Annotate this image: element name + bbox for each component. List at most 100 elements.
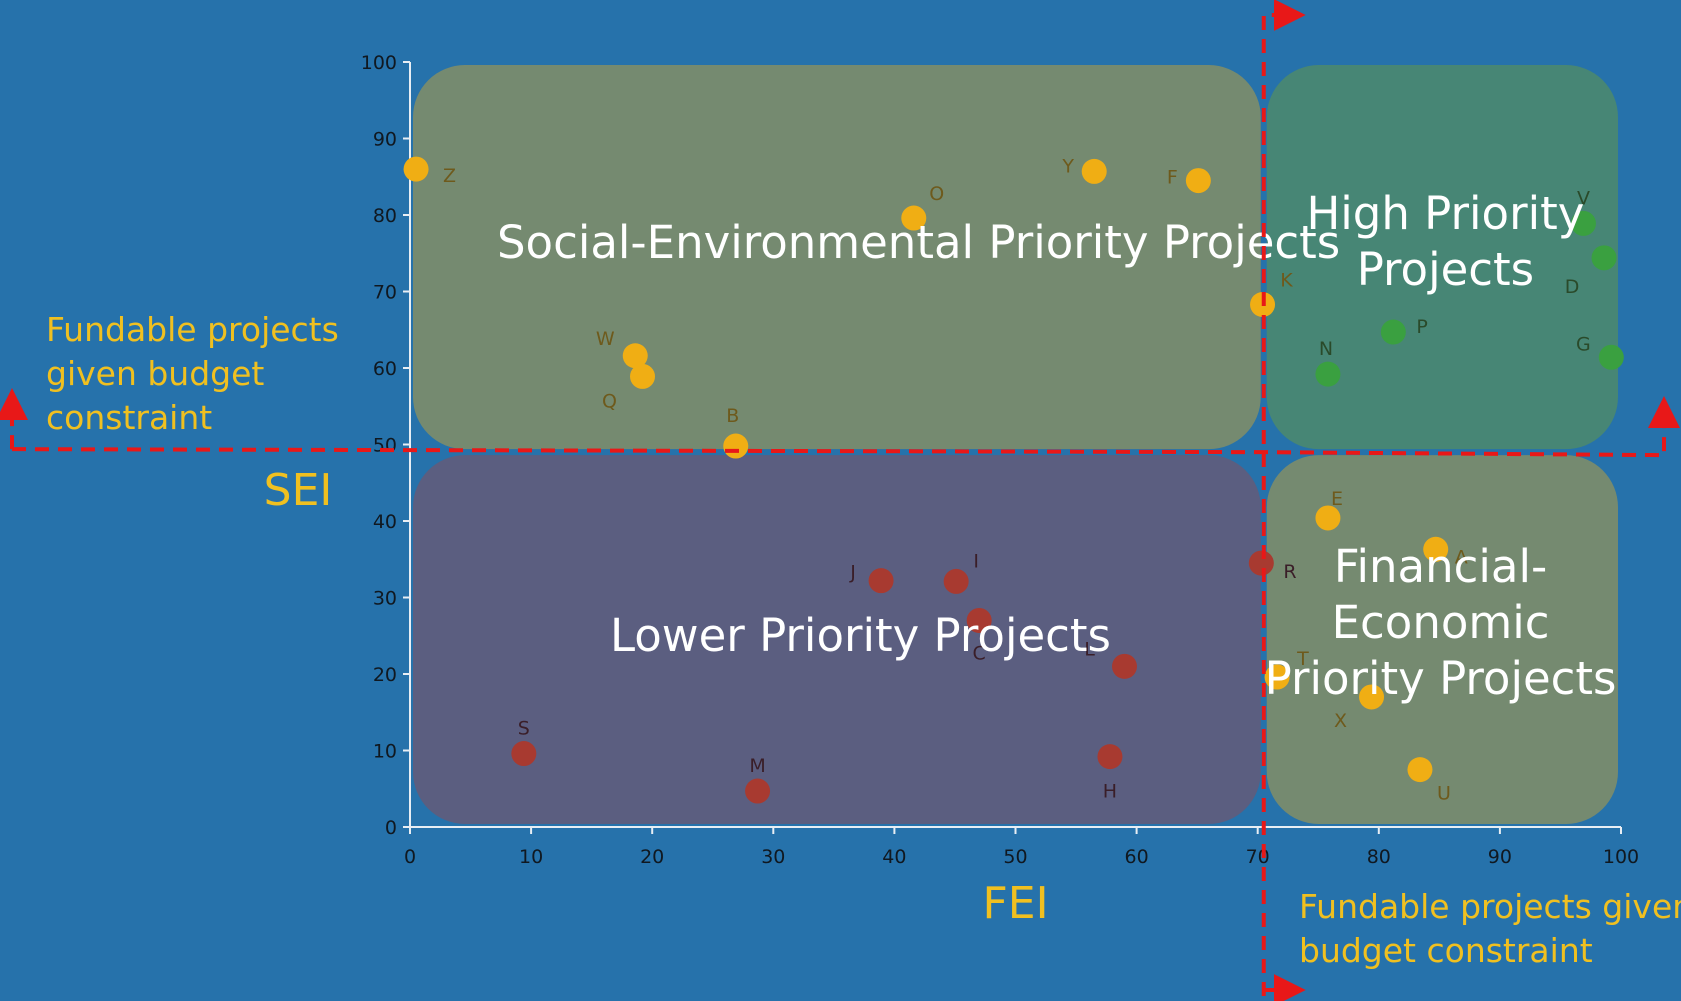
- y-tick-label-50: 50: [373, 435, 397, 457]
- y-tick-label-0: 0: [385, 817, 397, 839]
- y-tick-label-70: 70: [373, 282, 397, 304]
- data-label-v: V: [1577, 187, 1590, 209]
- y-tick-label-20: 20: [373, 664, 397, 686]
- region-financial-economic-priority-projects: [1266, 455, 1618, 824]
- data-point-n: [1315, 361, 1341, 387]
- data-point-c: [966, 607, 992, 633]
- y-tick-label-60: 60: [373, 358, 397, 380]
- data-label-i: I: [973, 550, 979, 572]
- axes: 0 10 20 30 40 50 60 70 80 90 100 0 10 20 30 40 50 60 70 80 9…: [361, 52, 1639, 868]
- data-label-n: N: [1319, 338, 1333, 360]
- data-point-w: [622, 343, 648, 369]
- data-label-m: M: [749, 755, 765, 777]
- x-tick-label-70: 70: [1246, 846, 1270, 868]
- data-point-o: [901, 205, 927, 231]
- x-tick-label-0: 0: [404, 846, 416, 868]
- data-label-s: S: [518, 718, 530, 740]
- fundable-left-line-3: constraint: [46, 398, 212, 437]
- priority-regions: [413, 65, 1618, 824]
- fundable-bottom-line-1: Fundable projects given: [1299, 887, 1681, 926]
- data-label-l: L: [1084, 638, 1095, 660]
- y-tick-label-30: 30: [373, 588, 397, 610]
- data-point-m: [745, 778, 771, 804]
- x-tick-label-20: 20: [640, 846, 664, 868]
- data-points: Z O Y F K W Q B E A T X U V D P N G J I C L R S M H: [403, 155, 1624, 805]
- x-axis-title: FEI: [982, 878, 1048, 929]
- region-label-line: Social-Environmental Priority Projects: [497, 216, 1340, 269]
- data-label-p: P: [1416, 316, 1427, 338]
- data-point-s: [511, 741, 537, 767]
- region-label-line: Lower Priority Projects: [610, 609, 1111, 662]
- data-point-j: [868, 568, 894, 594]
- data-label-h: H: [1103, 781, 1117, 803]
- region-label-social-environmental-priority-projects: Social-Environmental Priority Projects: [497, 216, 1340, 269]
- data-point-r: [1248, 550, 1274, 576]
- data-point-a: [1423, 536, 1449, 562]
- region-labels: Social-Environmental Priority ProjectsHi…: [497, 187, 1617, 705]
- fei-threshold-line-up: [1261, 0, 1306, 996]
- region-label-high-priority-projects: High Priority Projects: [1306, 187, 1584, 296]
- data-point-d: [1591, 245, 1617, 271]
- region-lower-priority-projects: [413, 455, 1261, 824]
- data-label-x: X: [1334, 710, 1347, 732]
- data-point-f: [1185, 168, 1211, 194]
- x-tick-label-100: 100: [1603, 846, 1639, 868]
- x-tick-label-30: 30: [761, 846, 785, 868]
- x-tick-label-80: 80: [1367, 846, 1391, 868]
- data-label-b: B: [726, 405, 739, 427]
- y-axis-title: SEI: [264, 465, 333, 516]
- data-point-g: [1598, 344, 1624, 370]
- data-label-j: J: [849, 562, 856, 584]
- data-point-p: [1380, 319, 1406, 345]
- data-label-o: O: [929, 183, 944, 205]
- data-label-u: U: [1437, 783, 1451, 805]
- data-point-h: [1097, 744, 1123, 770]
- y-tick-label-100: 100: [361, 52, 397, 74]
- data-label-q: Q: [602, 390, 617, 412]
- data-point-z: [403, 156, 429, 182]
- data-point-t: [1264, 664, 1290, 690]
- data-label-k: K: [1280, 270, 1293, 292]
- x-tick-label-60: 60: [1125, 846, 1149, 868]
- data-label-y: Y: [1061, 155, 1074, 177]
- y-tick-label-40: 40: [373, 511, 397, 533]
- data-point-v: [1570, 210, 1596, 236]
- region-label-line: High Priority: [1306, 187, 1584, 240]
- x-tick-label-40: 40: [882, 846, 906, 868]
- x-tick-label-90: 90: [1488, 846, 1512, 868]
- region-label-financial-economic-priority-projects: Financial-Economic Priority Projects: [1265, 540, 1617, 705]
- region-high-priority-projects: [1266, 65, 1618, 450]
- region-label-line: Projects: [1357, 243, 1534, 296]
- fundable-left-line-2: given budget: [46, 354, 264, 393]
- x-tick-label-50: 50: [1003, 846, 1027, 868]
- region-label-line: Economic: [1332, 596, 1550, 649]
- fundable-annotation-left: Fundable projects given budget constrain…: [46, 310, 349, 437]
- data-point-e: [1315, 505, 1341, 531]
- data-label-z: Z: [443, 165, 456, 187]
- data-label-d: D: [1565, 276, 1580, 298]
- data-point-b: [723, 433, 749, 459]
- data-point-y: [1081, 158, 1107, 184]
- sei-threshold-line: [11, 396, 1680, 458]
- region-label-line: Priority Projects: [1265, 652, 1617, 705]
- x-tick-label-10: 10: [519, 846, 543, 868]
- region-label-line: Financial-: [1334, 540, 1547, 593]
- data-label-a: A: [1455, 546, 1468, 568]
- fundable-left-line-1: Fundable projects: [46, 310, 339, 349]
- data-label-r: R: [1283, 561, 1296, 583]
- y-tick-label-80: 80: [373, 205, 397, 227]
- data-point-i: [943, 568, 969, 594]
- data-label-g: G: [1576, 333, 1591, 355]
- y-tick-label-90: 90: [373, 129, 397, 151]
- data-label-f: F: [1167, 167, 1178, 189]
- data-label-c: C: [973, 642, 986, 664]
- data-point-q: [630, 363, 656, 389]
- region-label-lower-priority-projects: Lower Priority Projects: [610, 609, 1111, 662]
- data-point-l: [1111, 653, 1137, 679]
- data-label-e: E: [1331, 488, 1343, 510]
- data-point-x: [1359, 684, 1385, 710]
- y-tick-label-10: 10: [373, 741, 397, 763]
- fundable-bottom-line-2: budget constraint: [1299, 931, 1593, 970]
